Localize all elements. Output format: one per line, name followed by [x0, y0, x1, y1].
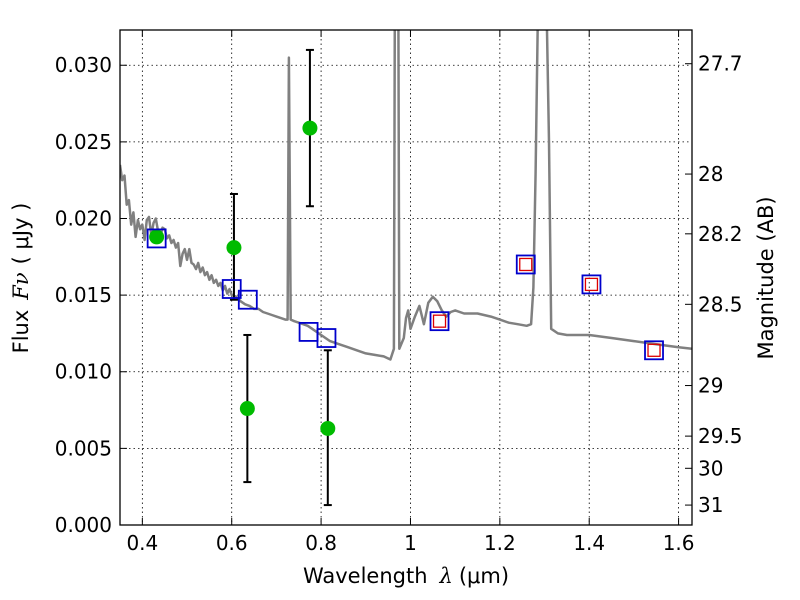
y-axis-symbol: Fν [9, 272, 33, 301]
model-photometry-marker [316, 328, 337, 348]
model-photometry-marker [237, 289, 258, 310]
right-tick-label: 30 [698, 456, 723, 480]
model-photometry-inner [432, 314, 447, 328]
x-tick-label: 1.6 [663, 531, 695, 555]
model-photometry-marker [581, 274, 602, 295]
y-axis-unit: ( μJy ) [9, 203, 33, 265]
x-axis-unit: (μm) [459, 564, 509, 588]
x-tick-label: 1.4 [573, 531, 605, 555]
right-tick-label: 28 [698, 162, 723, 186]
right-tick-label: 29 [698, 374, 723, 398]
right-tick-label: 31 [698, 493, 723, 517]
observed-point [149, 229, 165, 245]
observed-point [239, 401, 255, 417]
x-axis-ticks: 0.4 0.6 0.8 1 1.2 1.4 1.6 [126, 30, 695, 555]
x-tick-label: 0.6 [216, 531, 248, 555]
y-tick-label: 0.020 [55, 206, 112, 230]
observed-point [320, 420, 336, 436]
x-axis-title-main: Wavelength [303, 564, 428, 588]
right-axis-title: Magnitude (AB) [754, 196, 778, 359]
observed-point [226, 240, 242, 256]
y-tick-label: 0.000 [55, 513, 112, 537]
observed-points [149, 120, 336, 436]
right-axis-ticks: 27.7 28 28.2 28.5 29 29.5 30 31 [685, 52, 743, 517]
model-photometry-marker [644, 340, 664, 361]
model-photometry-marker [146, 228, 167, 249]
y-tick-label: 0.010 [55, 360, 112, 384]
model-photometry-inner [519, 257, 533, 272]
y-axis-title-main: Flux [9, 310, 33, 354]
x-tick-label: 0.8 [305, 531, 337, 555]
x-axis-title: Wavelength λ (μm) [303, 564, 509, 588]
plot-frame [119, 29, 693, 526]
y-tick-label: 0.015 [55, 283, 112, 307]
model-photometry-marker [515, 254, 536, 275]
right-tick-label: 27.7 [698, 52, 743, 76]
grid-lines [120, 30, 692, 526]
y-axis-title: Flux Fν ( μJy ) [9, 203, 33, 354]
right-tick-label: 29.5 [698, 424, 743, 448]
y-axis-ticks: 0.000 0.005 0.010 0.015 0.020 0.025 0.030 [55, 53, 127, 537]
x-axis-symbol: λ [439, 564, 453, 588]
right-tick-label: 28.2 [698, 222, 743, 246]
model-photometry-inner [647, 343, 661, 357]
y-tick-label: 0.025 [55, 130, 112, 154]
model-photometry-marker [429, 311, 450, 332]
x-tick-label: 1 [404, 531, 417, 555]
x-tick-label: 1.2 [484, 531, 516, 555]
model-photometry-inner [584, 277, 599, 292]
observed-point [302, 120, 318, 136]
y-tick-label: 0.030 [55, 53, 112, 77]
model-photometry-markers [146, 228, 664, 361]
right-tick-label: 28.5 [698, 292, 743, 316]
model-photometry-marker [221, 279, 242, 299]
x-tick-label: 0.4 [126, 531, 158, 555]
y-tick-label: 0.005 [55, 436, 112, 460]
